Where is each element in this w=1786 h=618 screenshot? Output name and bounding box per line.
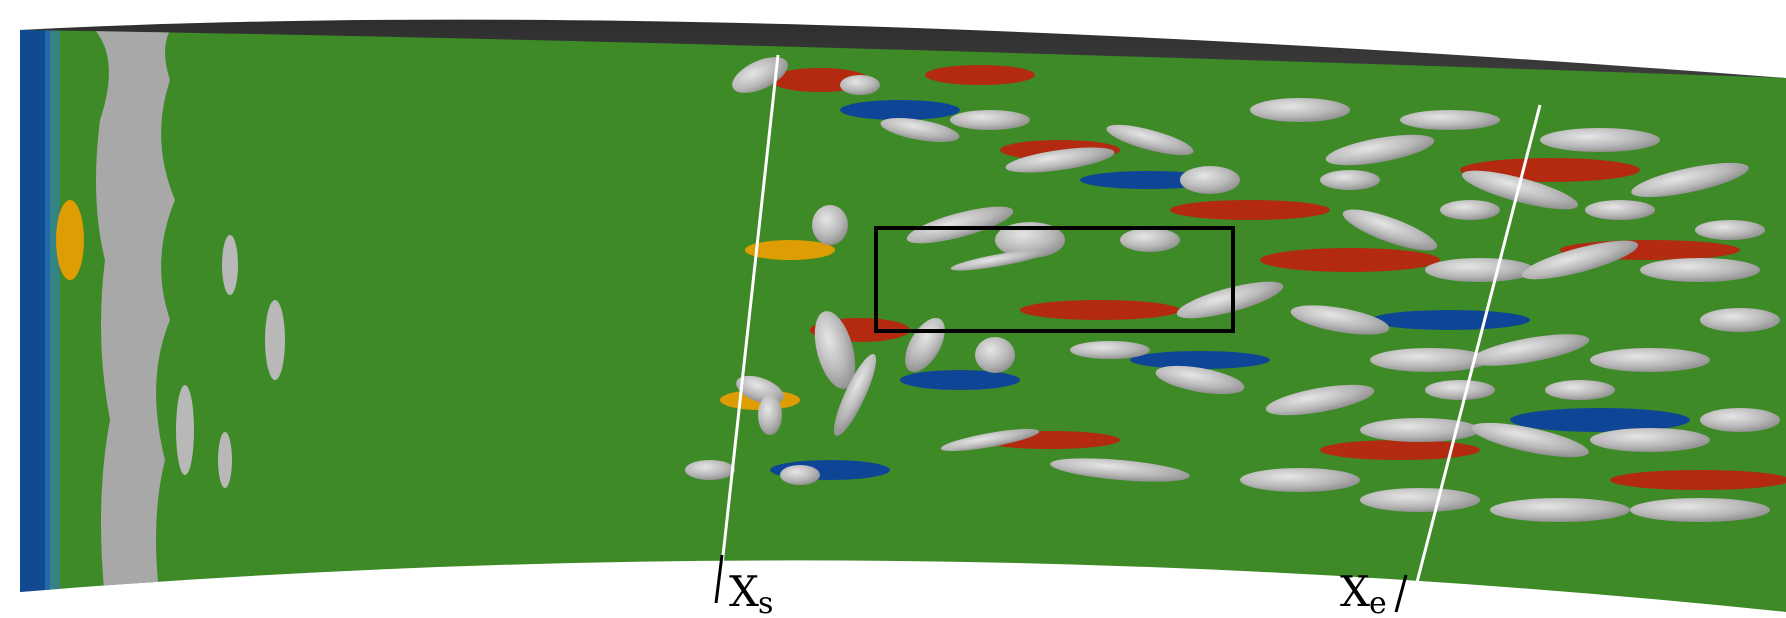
highlight-box: [874, 226, 1235, 333]
svg-text:X: X: [1340, 567, 1370, 616]
svg-text:X: X: [729, 567, 759, 616]
xs-tick: [714, 554, 724, 604]
xe-label: X e: [1340, 567, 1387, 618]
inlet-isosurface: [95, 30, 175, 600]
svg-text:s: s: [758, 586, 773, 618]
xs-label: X s: [729, 567, 773, 618]
probe-line-xs: [720, 54, 780, 566]
svg-text:e: e: [1369, 586, 1387, 618]
xe-tick: [1394, 574, 1408, 613]
probe-line-xe: [1413, 104, 1542, 591]
